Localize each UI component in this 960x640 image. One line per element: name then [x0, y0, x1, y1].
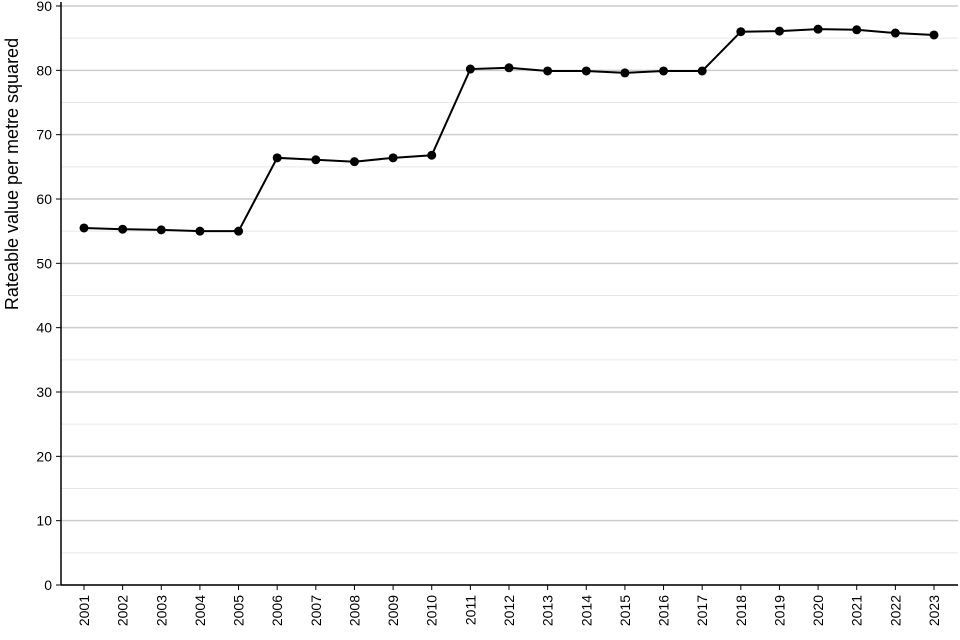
x-tick-label: 2006: [269, 595, 285, 626]
point: [852, 25, 862, 35]
x-tick-label: 2011: [462, 595, 478, 625]
x-tick-label: 2016: [656, 595, 672, 626]
x-tick-label: 2001: [76, 595, 92, 626]
y-tick-label: 20: [36, 448, 52, 464]
y-tick-label: 40: [36, 320, 52, 336]
point: [272, 153, 282, 163]
x-tick-label: 2008: [346, 595, 362, 626]
x-tick-label: 2012: [501, 595, 517, 626]
point: [156, 225, 166, 235]
y-tick-label: 70: [36, 127, 52, 143]
line: [83, 28, 935, 233]
point: [620, 68, 630, 78]
point: [118, 224, 128, 234]
x-tick-label: 2007: [308, 595, 324, 626]
point: [79, 223, 89, 233]
x-tick-label: 2004: [192, 595, 208, 626]
y-tick-label: 50: [36, 255, 52, 271]
x-tick-label: 2015: [617, 595, 633, 626]
y-axis-label: Rateable value per metre squared: [2, 38, 22, 310]
point: [813, 24, 823, 34]
y-tick-label: 90: [36, 0, 52, 14]
point: [465, 64, 475, 74]
point: [659, 66, 669, 76]
point: [311, 155, 321, 165]
x-tick-label: 2021: [849, 595, 865, 626]
x-tick-label: 2005: [231, 595, 247, 626]
y-tick-label: 80: [36, 62, 52, 78]
y-tick-label: 0: [44, 577, 52, 593]
x-tick-label: 2003: [153, 595, 169, 626]
point: [890, 28, 900, 38]
x-tick-label: 2023: [926, 595, 942, 626]
point: [774, 26, 784, 36]
x-tick-label: 2020: [810, 595, 826, 626]
point: [736, 27, 746, 37]
x-tick-label: 2019: [771, 595, 787, 626]
y-tick-label: 10: [36, 513, 52, 529]
x-tick-label: 2002: [115, 595, 131, 626]
x-tick-label: 2014: [578, 595, 594, 626]
x-tick-label: 2010: [424, 595, 440, 626]
point: [581, 66, 591, 76]
point: [929, 30, 939, 40]
y-tick-label: 30: [36, 384, 52, 400]
x-tick-label: 2013: [540, 595, 556, 626]
x-tick-label: 2018: [733, 595, 749, 626]
x-tick-label: 2022: [887, 595, 903, 626]
point: [349, 157, 359, 167]
point: [388, 153, 398, 163]
point: [697, 66, 707, 76]
x-tick-label: 2017: [694, 595, 710, 626]
point: [195, 226, 205, 236]
x-tick-label: 2009: [385, 595, 401, 626]
point: [234, 226, 244, 236]
point: [543, 66, 553, 76]
y-tick-label: 60: [36, 191, 52, 207]
point: [504, 63, 514, 73]
point: [427, 150, 437, 160]
